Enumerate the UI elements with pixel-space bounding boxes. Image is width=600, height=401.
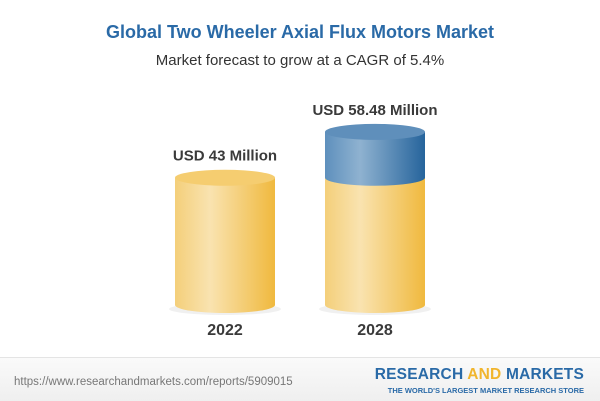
category-label: 2022 bbox=[207, 322, 243, 339]
cylinder-growth-2028 bbox=[325, 131, 425, 186]
data-label: USD 58.48 Million bbox=[312, 102, 437, 119]
cylinder-top-2022 bbox=[175, 169, 275, 186]
footer: https://www.researchandmarkets.com/repor… bbox=[0, 357, 600, 401]
chart-title: Global Two Wheeler Axial Flux Motors Mar… bbox=[105, 22, 495, 42]
category-label: 2028 bbox=[357, 322, 393, 339]
cylinder-base-2028 bbox=[325, 177, 425, 313]
cylinder-top-2028 bbox=[325, 123, 425, 140]
chart-subtitle: Market forecast to grow at a CAGR of 5.4… bbox=[155, 52, 445, 69]
cylinder-chart: USD 43 Million 2022 USD 58.48 Million 2028 bbox=[169, 102, 438, 339]
data-label: USD 43 Million bbox=[173, 148, 277, 165]
research-and-markets-logo: RESEARCH AND MARKETS THE WORLD'S LARGEST… bbox=[374, 366, 584, 395]
cylinder-base-2022 bbox=[175, 177, 275, 313]
source-url[interactable]: https://www.researchandmarkets.com/repor… bbox=[14, 376, 293, 388]
